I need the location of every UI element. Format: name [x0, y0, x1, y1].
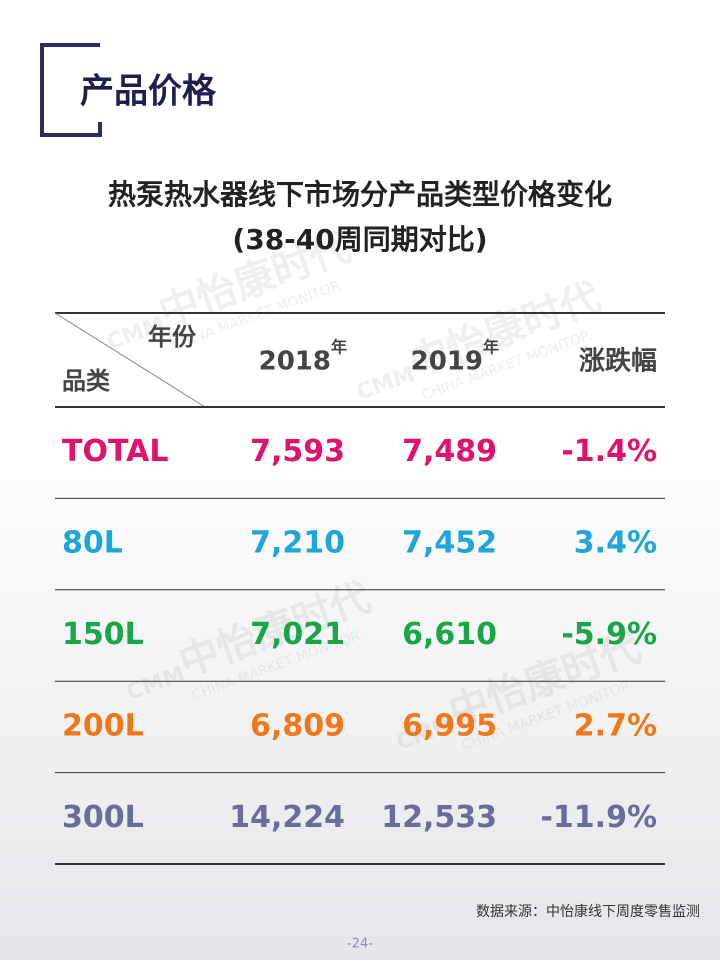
row-label: TOTAL	[62, 434, 168, 469]
cell: 7,210	[250, 526, 345, 561]
page-number: -24-	[347, 937, 373, 952]
cell: 6,809	[250, 708, 345, 743]
cell: 12,533	[381, 800, 497, 835]
cell: 3.4%	[574, 526, 657, 561]
corner-diagonal	[54, 312, 206, 408]
column-suffix: 年	[483, 338, 499, 357]
table: 年份 品类 2018 年 2019 年涨跌幅TOTAL 7,593 7,489 -1.4%8…	[54, 312, 665, 865]
cell: 14,224	[229, 800, 345, 835]
cell: 7,593	[250, 434, 345, 469]
source-note: 数据来源：中怡康线下周度零售监测	[476, 903, 700, 920]
title-bracket	[40, 43, 102, 137]
column-year: 2019	[411, 347, 483, 377]
cell: 7,452	[402, 526, 497, 561]
row-label: 150L	[62, 617, 144, 652]
table-title: 热泵热水器线下市场分产品类型价格变化	[108, 178, 612, 211]
row-label: 200L	[62, 708, 144, 743]
column-header: 涨跌幅	[579, 347, 657, 377]
cell: 6,610	[402, 617, 497, 652]
cell: 6,995	[402, 708, 497, 743]
page-title: 产品价格	[80, 72, 217, 112]
row-label: 300L	[62, 800, 144, 835]
table-subtitle: (38-40周同期对比)	[232, 223, 487, 256]
column-year: 2018	[259, 347, 331, 377]
row-label: 80L	[62, 526, 123, 561]
corner-bottom: 品类	[62, 367, 111, 395]
cell: -5.9%	[561, 617, 657, 652]
cell: -11.9%	[540, 800, 657, 835]
column-suffix: 年	[331, 338, 347, 357]
cell: -1.4%	[561, 434, 657, 469]
cell: 7,489	[402, 434, 497, 469]
cell: 7,021	[250, 617, 345, 652]
corner-top: 年份	[148, 323, 197, 351]
cell: 2.7%	[574, 708, 657, 743]
